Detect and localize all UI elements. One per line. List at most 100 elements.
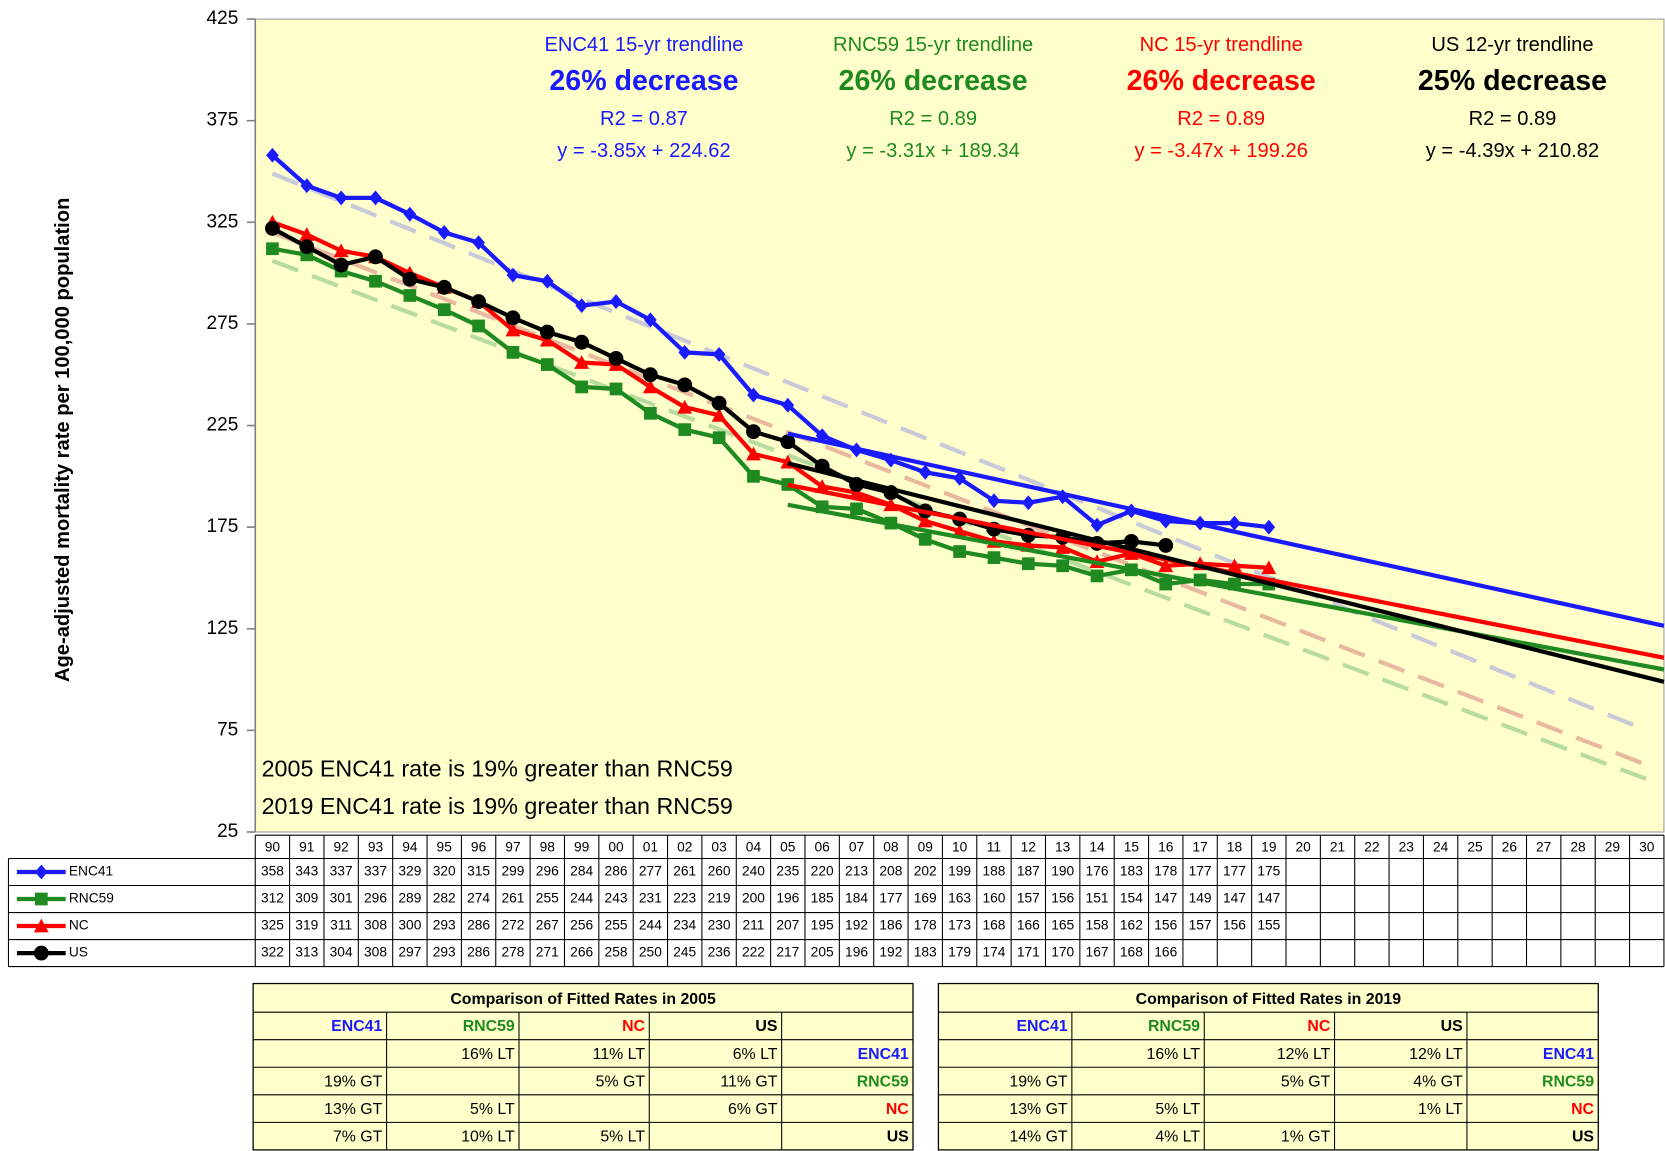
table-cell: 12% LT — [1277, 1046, 1331, 1063]
marker — [1123, 533, 1139, 549]
table-header: NC — [1307, 1018, 1330, 1035]
marker — [746, 446, 761, 461]
y-tick-label: 175 — [207, 516, 239, 537]
annotation: NC 15-yr trendline — [1140, 34, 1303, 56]
annotation: y = -4.39x + 210.82 — [1426, 140, 1599, 162]
table-value: 274 — [467, 891, 490, 906]
x-tick-label: 20 — [1296, 840, 1312, 855]
marker — [1158, 538, 1174, 553]
table-value: 278 — [501, 945, 524, 960]
x-tick-label: 15 — [1124, 840, 1140, 855]
table-header: ENC41 — [1016, 1018, 1067, 1035]
marker — [436, 279, 452, 295]
annotation: R2 = 0.89 — [1469, 108, 1557, 130]
marker — [574, 334, 590, 350]
marker — [333, 257, 349, 273]
x-tick-label: 96 — [471, 840, 487, 855]
annotation: US 12-yr trendline — [1431, 34, 1593, 56]
x-tick-label: 90 — [265, 840, 281, 855]
table-cell: 13% GT — [1009, 1101, 1068, 1118]
marker — [712, 346, 726, 362]
table-value: 192 — [879, 945, 902, 960]
table-value: 304 — [330, 945, 353, 960]
annotation: y = -3.47x + 199.26 — [1135, 140, 1308, 162]
marker — [368, 249, 383, 265]
marker — [1090, 569, 1104, 583]
table-value: 301 — [330, 891, 353, 906]
table-value: 190 — [1051, 864, 1074, 879]
table-value: 151 — [1086, 891, 1109, 906]
marker — [505, 322, 521, 337]
x-tick-label: 26 — [1502, 840, 1518, 855]
table-value: 260 — [708, 864, 731, 879]
table-value: 192 — [845, 918, 868, 933]
table-value: 196 — [776, 891, 799, 906]
marker — [1090, 517, 1104, 533]
annotation: R2 = 0.87 — [600, 108, 688, 130]
marker — [299, 239, 315, 255]
table-value: 183 — [914, 945, 937, 960]
table-value: 325 — [261, 918, 284, 933]
table-value: 154 — [1120, 891, 1143, 906]
legend-label: NC — [69, 918, 89, 933]
marker — [849, 485, 864, 499]
marker — [1159, 577, 1173, 591]
table-cell: 16% LT — [461, 1046, 515, 1063]
marker — [472, 235, 485, 251]
table-value: 250 — [639, 945, 662, 960]
table-value: 223 — [673, 891, 696, 906]
table-value: 160 — [982, 891, 1005, 906]
table-row-label: NC — [1571, 1101, 1594, 1118]
table-value: 267 — [536, 918, 559, 933]
table-value: 320 — [433, 864, 456, 879]
table-header: NC — [622, 1018, 645, 1035]
table-value: 315 — [467, 864, 490, 879]
table-value: 309 — [295, 891, 318, 906]
marker — [642, 379, 658, 394]
table-value: 296 — [364, 891, 387, 906]
table-cell: 10% LT — [461, 1128, 515, 1145]
y-tick-label: 25 — [217, 821, 238, 842]
table-cell: 7% GT — [333, 1128, 383, 1145]
x-tick-label: 05 — [780, 840, 796, 855]
table-value: 308 — [364, 945, 387, 960]
annotation: R2 = 0.89 — [889, 108, 977, 130]
table-value: 166 — [1017, 918, 1040, 933]
table-cell: 6% GT — [728, 1101, 778, 1118]
x-tick-label: 30 — [1639, 840, 1655, 855]
x-tick-label: 14 — [1089, 840, 1105, 855]
x-tick-label: 98 — [540, 840, 556, 855]
marker — [1261, 560, 1277, 575]
marker — [403, 289, 417, 302]
marker — [33, 945, 49, 961]
marker — [403, 206, 417, 222]
table-value: 231 — [639, 891, 662, 906]
marker — [711, 407, 727, 422]
table-value: 147 — [1154, 891, 1177, 906]
table-row-label: RNC59 — [1542, 1073, 1594, 1090]
table-value: 176 — [1086, 864, 1109, 879]
marker — [678, 344, 692, 360]
table-cell: 5% LT — [470, 1101, 515, 1118]
table-row-label: ENC41 — [1543, 1046, 1594, 1063]
table-header: ENC41 — [331, 1018, 382, 1035]
table-value: 308 — [364, 918, 387, 933]
table-cell: 13% GT — [324, 1101, 383, 1118]
series-line — [271, 153, 1270, 530]
marker — [505, 310, 521, 326]
table-value: 245 — [673, 945, 696, 960]
y-tick-label: 225 — [207, 415, 239, 436]
table-title: Comparison of Fitted Rates in 2005 — [450, 991, 716, 1008]
table-value: 147 — [1257, 891, 1280, 906]
marker — [746, 424, 761, 440]
table-value: 289 — [398, 891, 421, 906]
marker — [917, 513, 933, 528]
table-value: 277 — [639, 864, 662, 879]
table-value: 296 — [536, 864, 559, 879]
marker — [333, 243, 349, 258]
marker — [437, 303, 451, 317]
table-value: 272 — [501, 918, 524, 933]
x-tick-label: 94 — [402, 840, 418, 855]
table-value: 255 — [605, 918, 628, 933]
